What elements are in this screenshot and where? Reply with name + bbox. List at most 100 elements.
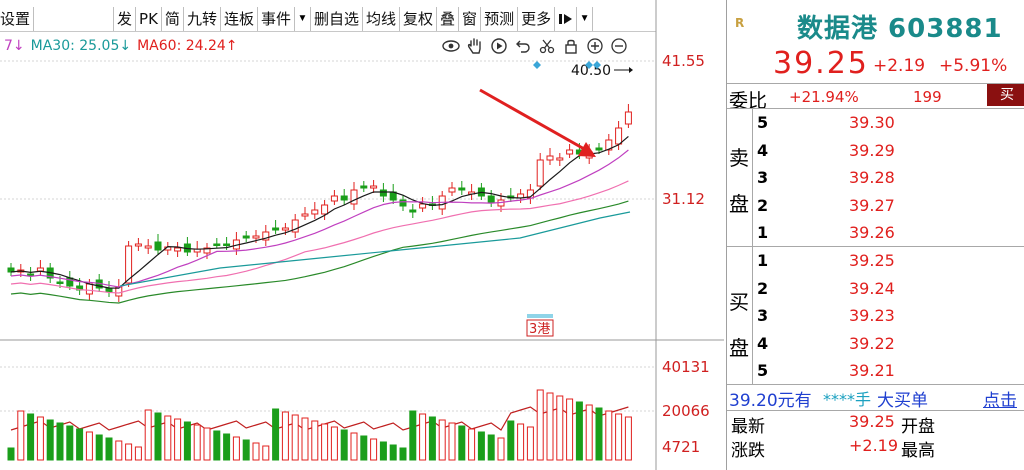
- sell-label-2: 盘: [729, 192, 749, 216]
- toolbar-remove-watchlist[interactable]: 删自选: [311, 6, 363, 31]
- bid-price-5[interactable]: 39.21: [849, 361, 895, 380]
- zoom-out-icon[interactable]: [610, 37, 628, 55]
- divider: [727, 108, 1024, 109]
- ma20-line: [10, 180, 629, 294]
- toolbar-limit-up[interactable]: 连板: [221, 6, 258, 31]
- toolbar-settings[interactable]: 设置: [0, 6, 35, 31]
- zoom-in-icon[interactable]: [586, 37, 604, 55]
- volume-bar: [154, 412, 162, 461]
- candle: [566, 149, 574, 155]
- price-axis-high: 41.55: [662, 52, 705, 70]
- chart-tools: [442, 36, 628, 56]
- weibi-value: +21.94%: [789, 88, 859, 106]
- volume-bar: [624, 416, 632, 461]
- bid-level-1: 1: [757, 251, 769, 270]
- candle: [448, 187, 456, 193]
- current-price: 39.25: [773, 46, 869, 81]
- volume-bar: [56, 422, 64, 461]
- bid-price-4[interactable]: 39.22: [849, 333, 895, 353]
- eye-icon[interactable]: [442, 37, 460, 55]
- lock-icon[interactable]: [562, 37, 580, 55]
- toolbar-pk[interactable]: PK: [136, 6, 162, 31]
- toolbar-nine-turn[interactable]: 九转: [184, 6, 221, 31]
- candle: [301, 213, 309, 217]
- ask-price-3[interactable]: 39.28: [849, 168, 895, 187]
- toolbar-send[interactable]: 发: [114, 6, 137, 31]
- event-tag-cap: [527, 314, 553, 318]
- buy-label-1: 买: [729, 290, 749, 314]
- volume-bar: [66, 425, 74, 461]
- events-dropdown[interactable]: ▼: [295, 6, 311, 31]
- candlestick-series: [7, 104, 632, 302]
- volume-bar: [419, 413, 427, 461]
- volume-bar: [379, 441, 387, 461]
- volume-bar: [575, 401, 583, 461]
- volume-bar: [203, 427, 211, 461]
- big-order-qty: ****手: [823, 390, 872, 409]
- candle: [203, 247, 211, 254]
- candle: [379, 189, 387, 197]
- toolbar-forecast[interactable]: 预测: [481, 6, 519, 31]
- volume-bar: [7, 447, 15, 461]
- hand-icon[interactable]: [466, 37, 484, 55]
- event-tag-label[interactable]: 3港: [529, 322, 550, 337]
- ask-level-5: 5: [757, 113, 769, 132]
- bid-price-1[interactable]: 39.25: [849, 251, 895, 270]
- volume-bar: [517, 423, 525, 461]
- volume-axis-mid: 20066: [662, 402, 710, 420]
- collapse-panel-icon[interactable]: [555, 6, 578, 31]
- volume-bar: [428, 416, 436, 461]
- ask-price-2[interactable]: 39.27: [849, 195, 895, 215]
- big-order-link[interactable]: 点击: [983, 391, 1017, 411]
- weicha-value: 199: [913, 88, 942, 106]
- volume-bar: [46, 419, 54, 461]
- logo-badge: R: [735, 16, 745, 30]
- toolbar-overlay[interactable]: 叠: [437, 6, 460, 31]
- toolbar-window[interactable]: 窗: [459, 6, 482, 31]
- bid-price-2[interactable]: 39.24: [849, 278, 895, 298]
- candle: [546, 155, 554, 161]
- candle: [321, 204, 329, 215]
- toolbar-adjust[interactable]: 复权: [400, 6, 438, 31]
- ask-price-1[interactable]: 39.26: [849, 223, 895, 242]
- marker-diamond: [593, 61, 601, 69]
- more-dropdown-icon[interactable]: ▼: [577, 6, 594, 31]
- quote-panel: R 数据港 603881 39.25 +2.19 +5.91% 委比 +21.9…: [726, 0, 1024, 470]
- candle: [36, 267, 44, 272]
- highlight-arrow: [479, 88, 596, 157]
- volume-bar: [27, 413, 35, 461]
- buy-button[interactable]: 买: [987, 84, 1024, 106]
- candle: [605, 139, 613, 151]
- volume-bar: [487, 434, 495, 461]
- ma5-line: [10, 135, 629, 289]
- price-change-pct: +5.91%: [939, 56, 1008, 76]
- scissors-icon[interactable]: [538, 37, 556, 55]
- volume-bar: [468, 428, 476, 461]
- ma-legend: 7↓ MA30: 25.05↓ MA60: 24.24↑: [4, 36, 238, 56]
- toolbar-events[interactable]: 事件: [258, 6, 295, 31]
- volume-bar: [477, 431, 485, 461]
- toolbar-more[interactable]: 更多: [518, 6, 556, 31]
- undo-icon[interactable]: [514, 37, 532, 55]
- price-axis-mid: 31.12: [662, 190, 705, 208]
- marker-diamond: [533, 61, 541, 69]
- volume-bar: [262, 445, 270, 461]
- volume-bar: [595, 407, 603, 461]
- candle: [27, 273, 35, 276]
- candle: [125, 245, 133, 284]
- max-leader-arrow: [629, 67, 633, 73]
- volume-bar: [242, 439, 250, 461]
- ma10-line: [10, 149, 629, 288]
- toolbar-simple[interactable]: 简: [162, 6, 184, 31]
- ask-price-4[interactable]: 39.29: [849, 140, 895, 160]
- high-label: 最高: [901, 441, 935, 461]
- ask-price-5[interactable]: 39.30: [849, 113, 895, 132]
- play-icon[interactable]: [490, 37, 508, 55]
- bid-price-3[interactable]: 39.23: [849, 306, 895, 325]
- kline-chart[interactable]: 40.50 3港 41.55 31.12 40131 20066 4721: [0, 0, 724, 470]
- toolbar-moving-average[interactable]: 均线: [363, 6, 401, 31]
- volume-bar: [497, 437, 505, 461]
- volume-bar: [36, 416, 44, 461]
- candle: [330, 195, 338, 202]
- volume-bar: [566, 398, 574, 461]
